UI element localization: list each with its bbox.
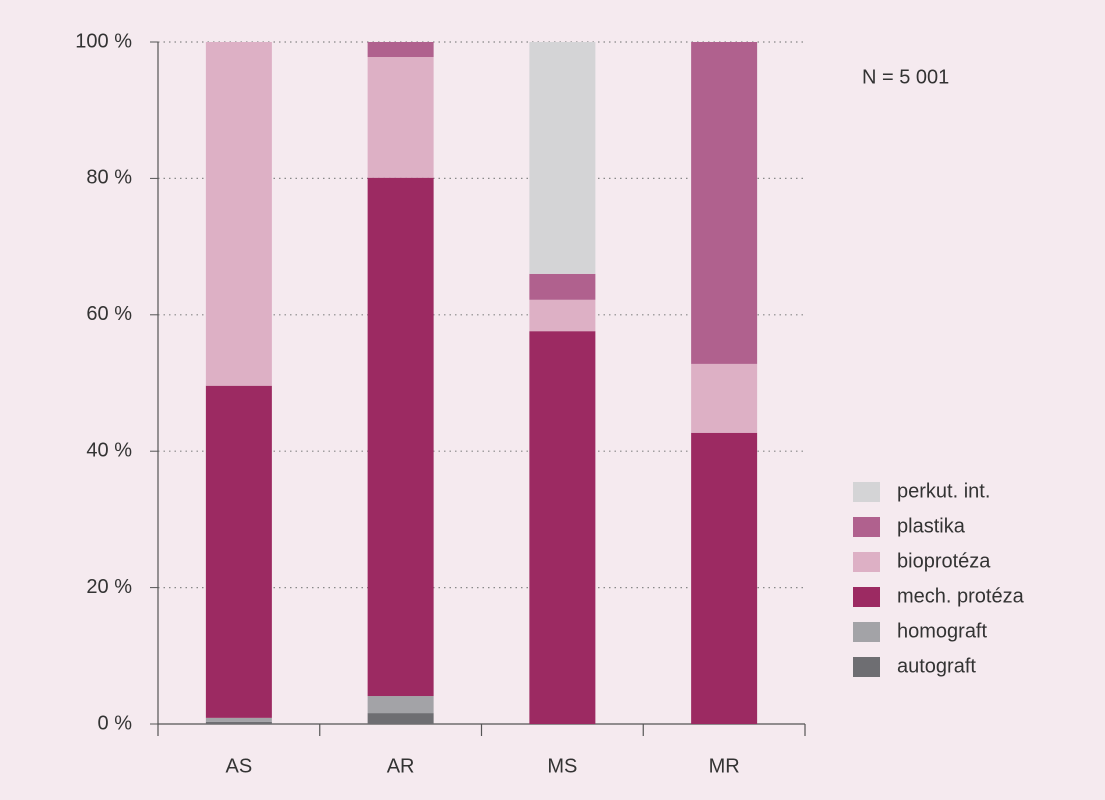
x-tick-label: AS xyxy=(226,755,253,777)
legend-swatch xyxy=(853,482,880,502)
legend-swatch xyxy=(853,517,880,537)
x-tick-label: MR xyxy=(709,755,740,777)
bar-segment xyxy=(529,273,596,300)
legend-label: plastika xyxy=(897,515,966,537)
bar-segment xyxy=(205,42,272,386)
legend-label: homograft xyxy=(897,620,987,642)
bar-segment xyxy=(205,717,272,722)
y-tick-label: 20 % xyxy=(86,576,132,598)
legend-swatch xyxy=(853,622,880,642)
y-tick-label: 100 % xyxy=(75,30,132,52)
bar-segment xyxy=(529,331,596,724)
legend-swatch xyxy=(853,552,880,572)
bar-segment xyxy=(529,42,596,274)
bar-segment xyxy=(529,299,596,332)
x-tick-label: MS xyxy=(547,755,577,777)
x-tick-label: AR xyxy=(387,755,415,777)
legend-label: perkut. int. xyxy=(897,480,990,502)
y-tick-label: 40 % xyxy=(86,439,132,461)
bar-segment xyxy=(205,385,272,718)
annotation: N = 5 001 xyxy=(862,66,949,88)
y-tick-label: 60 % xyxy=(86,303,132,325)
bar-segment xyxy=(691,42,758,364)
legend-label: mech. protéza xyxy=(897,585,1025,607)
legend-label: autograft xyxy=(897,655,976,677)
bar-segment xyxy=(205,721,272,724)
bar-segment xyxy=(691,363,758,433)
bar-segment xyxy=(691,432,758,724)
bar-segment xyxy=(367,696,434,714)
y-tick-label: 0 % xyxy=(98,712,133,734)
legend-swatch xyxy=(853,587,880,607)
bar-segment xyxy=(367,713,434,724)
bar-segment xyxy=(367,177,434,697)
legend-swatch xyxy=(853,657,880,677)
legend-label: bioprotéza xyxy=(897,550,991,572)
bar-segment xyxy=(367,57,434,178)
y-tick-label: 80 % xyxy=(86,167,132,189)
bar-segment xyxy=(367,42,434,58)
